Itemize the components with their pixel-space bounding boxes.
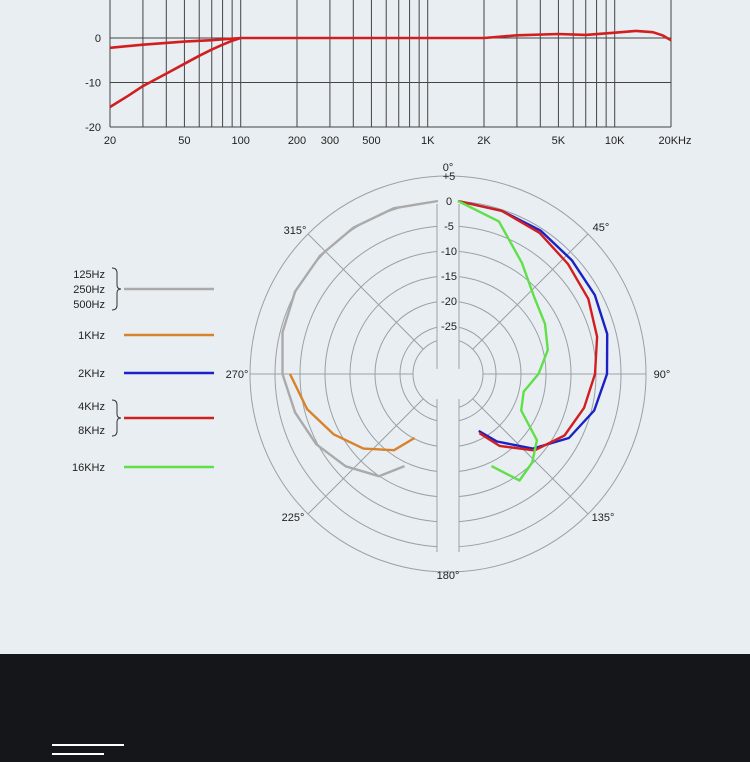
angle-label: 315° bbox=[284, 225, 307, 237]
angle-label: 225° bbox=[282, 512, 305, 524]
angle-label: 0° bbox=[443, 162, 454, 174]
x-tick-label: 100 bbox=[232, 135, 250, 147]
legend-label: 16KHz bbox=[72, 462, 105, 474]
x-tick-label: 5K bbox=[552, 135, 566, 147]
angle-label: 135° bbox=[592, 512, 615, 524]
polar-series-3 bbox=[457, 199, 609, 450]
polar-series-5 bbox=[457, 199, 549, 482]
chart-panel: 0 -10 -20 20 50 100 200 300 500 1K 2K 5K 10K 20KHz +5… bbox=[71, 0, 692, 582]
response-line-2 bbox=[109, 36, 242, 109]
legend-label: 1KHz bbox=[78, 330, 105, 342]
angle-label: 90° bbox=[654, 369, 671, 381]
label-channel bbox=[437, 178, 459, 570]
polar-series-2 bbox=[288, 373, 416, 452]
footer-bar bbox=[0, 654, 750, 762]
polar-series-1 bbox=[281, 199, 439, 478]
legend-label: 250Hz bbox=[73, 284, 105, 296]
radial-tick-label: -20 bbox=[441, 296, 457, 308]
polar-spoke bbox=[472, 398, 589, 515]
legend-label: 125Hz bbox=[73, 269, 105, 281]
radial-tick-label: -25 bbox=[441, 321, 457, 333]
y-tick-label: -10 bbox=[85, 78, 101, 90]
polar-series-4 bbox=[457, 199, 599, 452]
x-tick-label: 300 bbox=[321, 135, 339, 147]
x-tick-label: 2K bbox=[477, 135, 491, 147]
x-tick-label: 20KHz bbox=[658, 135, 691, 147]
polar-spoke bbox=[472, 233, 589, 350]
legend-brace bbox=[111, 267, 122, 311]
legend-brace bbox=[111, 399, 122, 437]
legend-label: 2KHz bbox=[78, 368, 105, 380]
legend-label: 8KHz bbox=[78, 425, 105, 437]
response-line-1 bbox=[109, 29, 672, 50]
x-tick-label: 20 bbox=[104, 135, 116, 147]
x-tick-label: 10K bbox=[605, 135, 625, 147]
legend-label: 500Hz bbox=[73, 299, 105, 311]
radial-tick-label: -10 bbox=[441, 246, 457, 258]
angle-label: 270° bbox=[226, 369, 249, 381]
x-tick-label: 50 bbox=[178, 135, 190, 147]
x-tick-label: 500 bbox=[362, 135, 380, 147]
polar-spoke bbox=[307, 233, 424, 350]
radial-tick-label: -15 bbox=[441, 271, 457, 283]
y-tick-label: -20 bbox=[85, 122, 101, 134]
y-tick-label: 0 bbox=[95, 33, 101, 45]
radial-tick-label: -5 bbox=[444, 221, 454, 233]
polar-pattern-chart: +5 0 -5 -10 -15 -20 -25 0° 45° 90° 135° 180° 225° 270… bbox=[72, 162, 671, 582]
polar-spoke bbox=[307, 398, 424, 515]
x-tick-label: 1K bbox=[421, 135, 435, 147]
x-tick-label: 200 bbox=[288, 135, 306, 147]
angle-label: 45° bbox=[593, 222, 610, 234]
angle-label: 180° bbox=[437, 570, 460, 582]
radial-tick-label: +5 bbox=[443, 171, 456, 183]
radial-tick-label: 0 bbox=[446, 196, 452, 208]
menu-icon[interactable] bbox=[52, 744, 124, 762]
legend-label: 4KHz bbox=[78, 401, 105, 413]
